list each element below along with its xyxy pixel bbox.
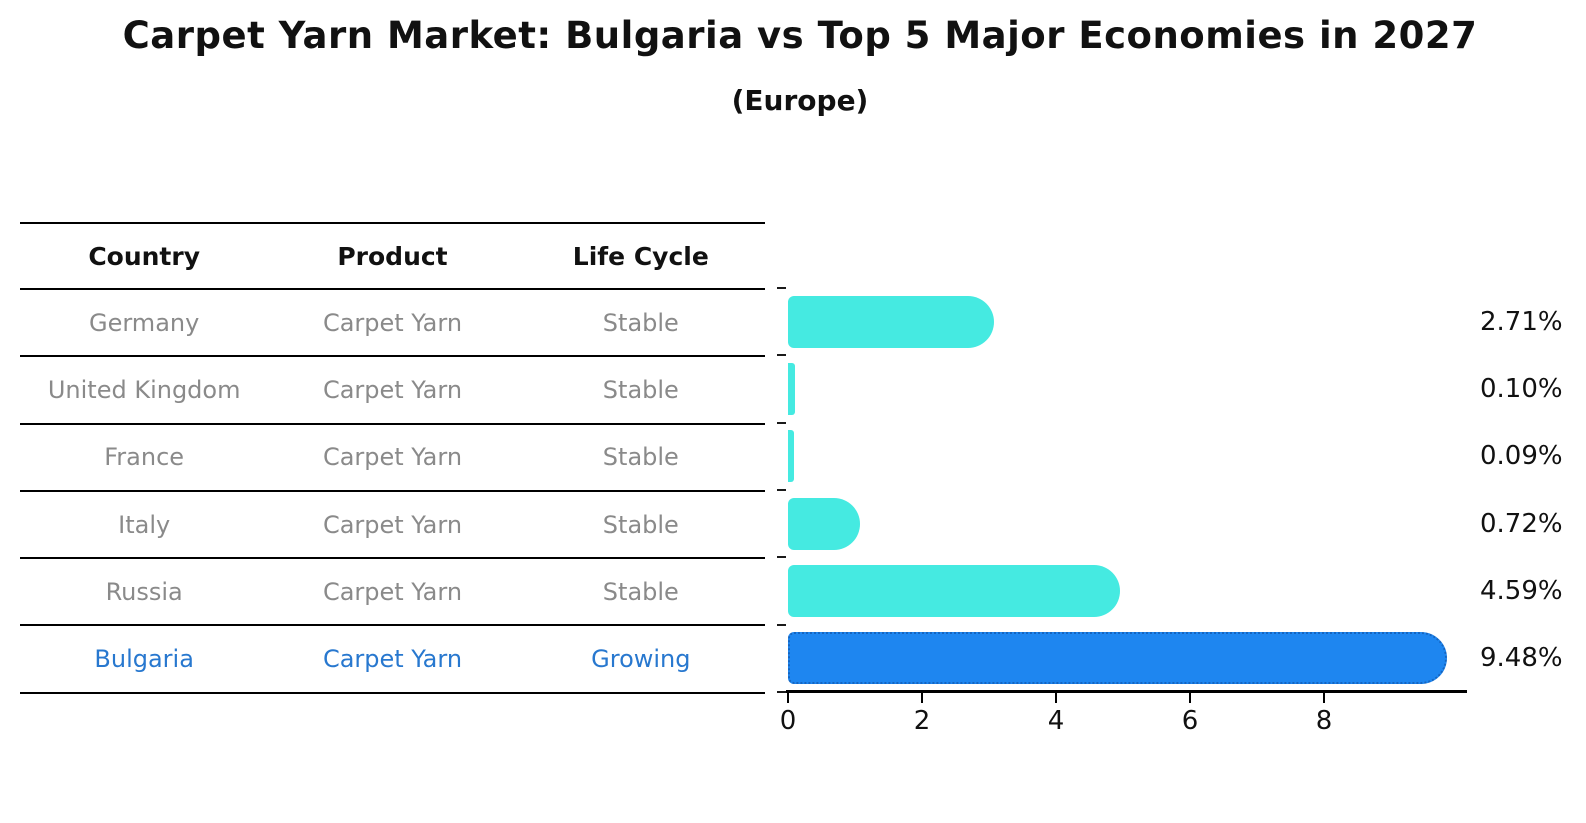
bar-plot-area <box>788 288 1467 692</box>
product-cell: Carpet Yarn <box>322 645 463 674</box>
product-cell: Carpet Yarn <box>322 375 463 404</box>
country-cell: France <box>104 443 185 472</box>
table-row-france: France Carpet Yarn Stable <box>20 425 765 492</box>
life-cycle-cell: Stable <box>602 375 679 404</box>
y-tick-mark <box>777 623 786 626</box>
bar-row <box>788 557 1467 624</box>
x-tick-mark <box>1323 692 1325 703</box>
country-cell: Italy <box>118 510 171 539</box>
y-tick-mark <box>777 421 786 424</box>
x-tick-label: 8 <box>1315 706 1333 736</box>
bar-italy <box>788 497 861 550</box>
bar-bulgaria <box>788 632 1448 685</box>
x-tick-mark <box>787 692 789 703</box>
country-cell: Russia <box>105 577 183 606</box>
value-label-france: 0.09% <box>1480 441 1563 472</box>
y-tick-mark <box>777 354 786 357</box>
x-tick-mark <box>1055 692 1057 703</box>
bar-row <box>788 490 1467 557</box>
x-tick-label: 0 <box>779 706 797 736</box>
x-axis-ticks: 0 2 4 6 8 <box>780 692 1467 752</box>
product-cell: Carpet Yarn <box>322 443 463 472</box>
x-tick-mark <box>1189 692 1191 703</box>
table-row-united-kingdom: United Kingdom Carpet Yarn Stable <box>20 357 765 425</box>
value-label-bulgaria: 9.48% <box>1480 643 1563 674</box>
bar-united-kingdom <box>788 362 795 415</box>
bar-row <box>788 288 1467 355</box>
value-label-united-kingdom: 0.10% <box>1480 373 1563 404</box>
chart-title: Carpet Yarn Market: Bulgaria vs Top 5 Ma… <box>122 14 1478 57</box>
x-tick-mark <box>921 692 923 703</box>
country-cell: Bulgaria <box>94 645 194 674</box>
value-labels: 2.71% 0.10% 0.09% 0.72% 4.59% 9.48% <box>1480 288 1586 692</box>
table-row-bulgaria: Bulgaria Carpet Yarn Growing <box>20 626 765 694</box>
bar-row <box>788 625 1467 692</box>
bar-germany <box>788 295 994 348</box>
life-cycle-cell: Stable <box>602 443 679 472</box>
life-cycle-cell: Growing <box>591 645 691 674</box>
country-table: Country Product Life Cycle Germany Carpe… <box>20 222 765 694</box>
country-cell: Germany <box>89 308 200 337</box>
bar-france <box>788 430 795 483</box>
value-label-italy: 0.72% <box>1480 508 1563 539</box>
y-tick-mark <box>777 488 786 491</box>
table-row-russia: Russia Carpet Yarn Stable <box>20 559 765 627</box>
y-tick-mark <box>777 287 786 289</box>
product-cell: Carpet Yarn <box>322 510 463 539</box>
value-label-russia: 4.59% <box>1480 575 1563 606</box>
country-cell: United Kingdom <box>47 375 241 404</box>
x-tick-label: 4 <box>1047 706 1065 736</box>
x-tick-label: 2 <box>913 706 931 736</box>
bar-row <box>788 355 1467 422</box>
life-cycle-cell: Stable <box>602 577 679 606</box>
chart-subtitle: (Europe) <box>731 84 869 117</box>
life-cycle-cell: Stable <box>602 510 679 539</box>
column-header-product: Product <box>337 241 448 271</box>
product-cell: Carpet Yarn <box>322 577 463 606</box>
life-cycle-cell: Stable <box>602 308 679 337</box>
column-header-life-cycle: Life Cycle <box>572 241 709 271</box>
bar-row <box>788 423 1467 490</box>
y-tick-mark <box>777 690 786 693</box>
x-tick-label: 6 <box>1181 706 1199 736</box>
x-axis-line <box>786 690 1467 693</box>
table-row-italy: Italy Carpet Yarn Stable <box>20 492 765 560</box>
column-header-country: Country <box>88 241 201 271</box>
table-header-row: Country Product Life Cycle <box>20 224 765 290</box>
y-tick-mark <box>777 556 786 559</box>
table-row-germany: Germany Carpet Yarn Stable <box>20 290 765 358</box>
value-label-germany: 2.71% <box>1480 306 1563 337</box>
product-cell: Carpet Yarn <box>322 308 463 337</box>
bar-russia <box>788 564 1120 617</box>
